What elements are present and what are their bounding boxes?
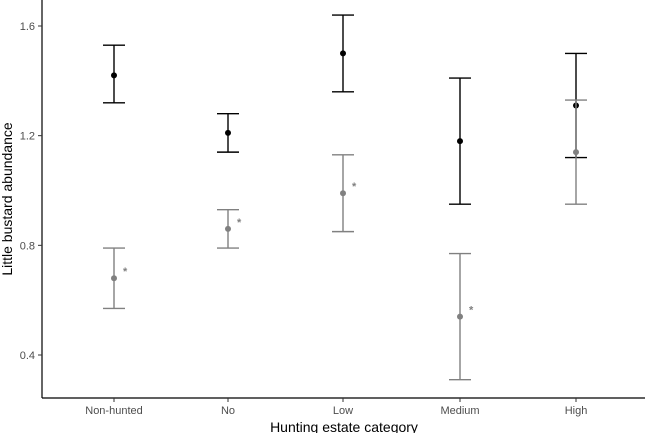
series-0 <box>103 14 587 205</box>
x-tick-label: No <box>221 405 235 417</box>
data-point <box>340 50 346 57</box>
series-1: * * * * <box>103 99 587 381</box>
x-tick-label: Medium <box>440 405 479 417</box>
data-point <box>457 138 463 145</box>
x-axis-title: Hunting estate category <box>270 419 418 433</box>
chart-axes: 0.4 0.8 1.2 1.6 Non-hunted No Low Medium High <box>20 0 645 417</box>
y-tick-label: 1.2 <box>20 131 35 143</box>
x-tick-label: Non-hunted <box>85 405 143 417</box>
significance-marker: * <box>352 181 357 193</box>
chart-marks: * * * * <box>103 14 587 381</box>
y-tick-label: 1.6 <box>20 21 35 33</box>
data-point <box>111 275 117 282</box>
y-tick-label: 0.4 <box>20 350 35 362</box>
data-point <box>340 190 346 197</box>
data-point <box>573 149 579 156</box>
significance-marker: * <box>237 217 242 229</box>
y-axis-title: Little bustard abundance <box>0 122 15 276</box>
x-tick-label: High <box>565 405 588 417</box>
x-tick-label: Low <box>333 405 353 417</box>
data-point <box>225 225 231 232</box>
data-point <box>457 313 463 320</box>
y-tick-label: 0.8 <box>20 240 35 252</box>
data-point <box>225 129 231 136</box>
significance-marker: * <box>469 305 474 317</box>
significance-marker: * <box>123 266 128 278</box>
data-point <box>111 72 117 79</box>
